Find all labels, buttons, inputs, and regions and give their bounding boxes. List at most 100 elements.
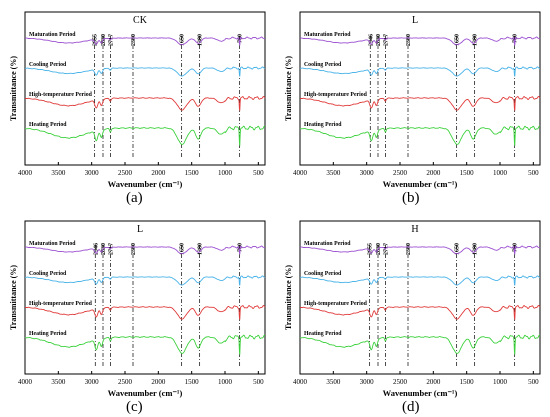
marker-label: 2955 xyxy=(93,34,99,46)
series-label: Cooling Period xyxy=(304,62,342,68)
marker-label: 2380 xyxy=(406,34,412,46)
x-tick-label: 3000 xyxy=(85,378,100,386)
x-tick-label: 3500 xyxy=(326,378,341,386)
series-label: High-temperature Period xyxy=(29,301,93,307)
series-label: Cooling Period xyxy=(304,271,342,277)
marker-label: 2955 xyxy=(368,243,374,255)
marker-label: 1650 xyxy=(455,34,461,46)
chart-svg-a: CK Transmittance (%) 4000 3500 3000 2500 2000 1… xyxy=(9,11,266,189)
x-tick-label: 4000 xyxy=(293,169,308,177)
plot-frame xyxy=(299,220,541,375)
plot-frame xyxy=(299,11,541,166)
series-line xyxy=(25,66,265,77)
x-tick-label: 3000 xyxy=(360,378,375,386)
x-tick-label: 3000 xyxy=(85,169,100,177)
x-tick-label: 2500 xyxy=(393,378,408,386)
x-axis-label: Wavenumber (cm⁻¹) xyxy=(383,388,458,398)
series-label: Cooling Period xyxy=(29,62,67,68)
y-axis-label: Transmittance (%) xyxy=(9,56,18,121)
series-line xyxy=(24,125,266,146)
series-label: Maturation Period xyxy=(304,32,351,38)
series-line xyxy=(299,125,541,146)
chart-svg-b: L Transmittance (%) 4000 3500 3000 2500 2000 15… xyxy=(284,11,541,189)
marker-label: 1380 xyxy=(198,243,204,255)
x-tick-label: 2000 xyxy=(426,169,441,177)
marker-label: 2717 xyxy=(109,34,115,46)
series-line xyxy=(300,245,541,255)
y-axis-label: Transmittance (%) xyxy=(9,265,18,330)
caption-d: (d) xyxy=(402,399,420,415)
x-tick-label: 2500 xyxy=(393,169,408,177)
series-line xyxy=(300,275,540,286)
x-tick-label: 3500 xyxy=(326,169,341,177)
x-tick-label: 2000 xyxy=(151,169,166,177)
marker-label: 2717 xyxy=(384,34,390,46)
x-tick-label: 1000 xyxy=(493,169,508,177)
x-tick-label: 4000 xyxy=(18,378,33,386)
marker-label: 2830 xyxy=(376,34,382,46)
caption-a: (a) xyxy=(126,190,143,206)
series-label: Heating Period xyxy=(304,122,342,128)
series-label: High-temperature Period xyxy=(304,301,368,307)
marker-label: 1650 xyxy=(180,243,186,255)
caption-b: (b) xyxy=(402,190,420,206)
series-label: Heating Period xyxy=(29,331,67,337)
marker-label: 2380 xyxy=(406,243,412,255)
x-tick-label: 500 xyxy=(253,169,264,177)
plot-frame xyxy=(24,220,266,375)
x-tick-label: 4000 xyxy=(18,169,33,177)
series-line xyxy=(25,245,266,255)
x-tick-label: 3500 xyxy=(51,378,66,386)
chart-svg-c: L Transmittance (%) 4000 3500 3000 2500 2000 15… xyxy=(9,220,266,398)
chart-title: L xyxy=(412,15,418,26)
x-tick-label: 1000 xyxy=(218,378,233,386)
series-line xyxy=(24,334,266,355)
series-line xyxy=(25,96,266,111)
chart-title: CK xyxy=(133,15,148,26)
marker-label: 1380 xyxy=(473,34,479,46)
series-line xyxy=(25,36,266,46)
x-tick-label: 500 xyxy=(528,378,539,386)
x-tick-label: 500 xyxy=(528,169,539,177)
y-axis-label: Transmittance (%) xyxy=(284,56,293,121)
chart-svg-d: H Transmittance (%) 4000 3500 3000 2500 2000 15… xyxy=(284,220,541,398)
marker-label: 2830 xyxy=(101,34,107,46)
chart-panel-d: H Transmittance (%) 4000 3500 3000 2500 2000 15… xyxy=(275,209,550,401)
series-label: Heating Period xyxy=(29,122,67,128)
marker-label: 2717 xyxy=(384,243,390,255)
marker-label: 2380 xyxy=(131,34,137,46)
chart-panel-b: L Transmittance (%) 4000 3500 3000 2500 2000 15… xyxy=(275,0,550,192)
chart-panel-a: CK Transmittance (%) 4000 3500 3000 2500 2000 1… xyxy=(0,0,275,192)
x-tick-label: 2000 xyxy=(426,378,441,386)
plot-frame xyxy=(24,11,266,166)
x-axis-label: Wavenumber (cm⁻¹) xyxy=(108,179,183,189)
series-label: Maturation Period xyxy=(29,32,76,38)
series-line xyxy=(300,305,541,320)
chart-title: L xyxy=(137,224,143,235)
series-line xyxy=(299,334,541,355)
x-axis-label: Wavenumber (cm⁻¹) xyxy=(108,388,183,398)
series-line xyxy=(300,96,541,111)
marker-label: 2380 xyxy=(131,243,137,255)
marker-label: 2830 xyxy=(376,243,382,255)
series-label: Maturation Period xyxy=(29,241,76,247)
x-axis-label: Wavenumber (cm⁻¹) xyxy=(383,179,458,189)
x-tick-label: 1000 xyxy=(218,169,233,177)
marker-label: 1380 xyxy=(198,34,204,46)
series-label: Cooling Period xyxy=(29,271,67,277)
caption-c: (c) xyxy=(126,399,143,415)
marker-label: 2946 xyxy=(93,243,99,255)
x-tick-label: 1000 xyxy=(493,378,508,386)
chart-title: H xyxy=(411,224,418,235)
marker-label: 2946 xyxy=(368,34,374,46)
series-line xyxy=(300,36,541,46)
marker-label: 1650 xyxy=(455,243,461,255)
series-line xyxy=(300,66,540,77)
x-tick-label: 2500 xyxy=(118,169,133,177)
x-tick-label: 1500 xyxy=(185,378,200,386)
x-tick-label: 2000 xyxy=(151,378,166,386)
x-tick-label: 4000 xyxy=(293,378,308,386)
y-axis-label: Transmittance (%) xyxy=(284,265,293,330)
x-tick-label: 1500 xyxy=(185,169,200,177)
x-tick-label: 3000 xyxy=(360,169,375,177)
